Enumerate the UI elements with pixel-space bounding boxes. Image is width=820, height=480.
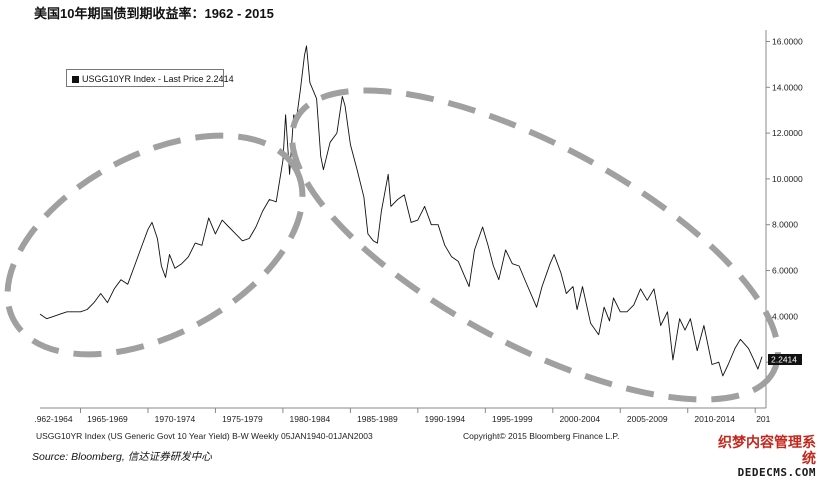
legend-swatch bbox=[72, 76, 79, 84]
x-tick-label: 1995-1999 bbox=[492, 414, 533, 424]
x-tick-label: 2005-2009 bbox=[627, 414, 668, 424]
watermark-url-text: DEDECMS.COM bbox=[737, 466, 816, 479]
chart-legend: USGG10YR Index - Last Price 2.2414 bbox=[66, 69, 234, 87]
x-tick-label: 1990-1994 bbox=[425, 414, 466, 424]
x-axis-labels: .962-1964 1965-1969 1970-1974 1975-1979 1980… bbox=[34, 414, 770, 424]
highlight-ellipse-rising bbox=[4, 132, 306, 358]
x-tick-label: 201 bbox=[756, 414, 770, 424]
y-tick-label: 10.0000 bbox=[772, 174, 803, 184]
last-price-tag-text: 2.2414 bbox=[771, 355, 797, 365]
x-tick-label: 1970-1974 bbox=[155, 414, 196, 424]
x-tick-label: 1985-1989 bbox=[357, 414, 398, 424]
x-tick-label: 2000-2004 bbox=[559, 414, 600, 424]
footer-index-description: USGG10YR Index (US Generic Govt 10 Year … bbox=[36, 431, 373, 441]
x-tick-label: .962-1964 bbox=[34, 414, 73, 424]
x-tick-label: 2010-2014 bbox=[694, 414, 735, 424]
y-axis-labels: 2.00004.00006.00008.000010.000012.000014… bbox=[772, 36, 803, 367]
y-tick-label: 8.0000 bbox=[772, 220, 798, 230]
y-tick-label: 4.0000 bbox=[772, 311, 798, 321]
last-price-tag: 2.2414 bbox=[768, 354, 802, 365]
chart-svg: 2.00004.00006.00008.000010.000012.000014… bbox=[4, 30, 803, 424]
highlight-ellipses bbox=[4, 87, 781, 403]
x-tick-label: 1975-1979 bbox=[222, 414, 263, 424]
yield-series-line bbox=[39, 45, 763, 377]
source-note: Source: Bloomberg, 信达证券研发中心 bbox=[32, 451, 212, 463]
y-tick-label: 6.0000 bbox=[772, 266, 798, 276]
chart-title: 美国10年期国债到期收益率：1962 - 2015 bbox=[34, 6, 274, 21]
y-tick-label: 14.0000 bbox=[772, 82, 803, 92]
x-tick-label: 1980-1984 bbox=[290, 414, 331, 424]
watermark-cn-text: 织梦内容管理系统 bbox=[718, 434, 816, 466]
x-tick-label: 1965-1969 bbox=[87, 414, 128, 424]
footer-copyright: Copyright© 2015 Bloomberg Finance L.P. bbox=[463, 431, 620, 441]
watermark-logo: 织梦内容管理系统 DEDECMS.COM bbox=[706, 434, 816, 480]
y-tick-label: 12.0000 bbox=[772, 128, 803, 138]
y-tick-label: 16.0000 bbox=[772, 36, 803, 46]
highlight-ellipse-falling bbox=[289, 87, 781, 403]
legend-label: USGG10YR Index - Last Price 2.2414 bbox=[82, 74, 234, 84]
